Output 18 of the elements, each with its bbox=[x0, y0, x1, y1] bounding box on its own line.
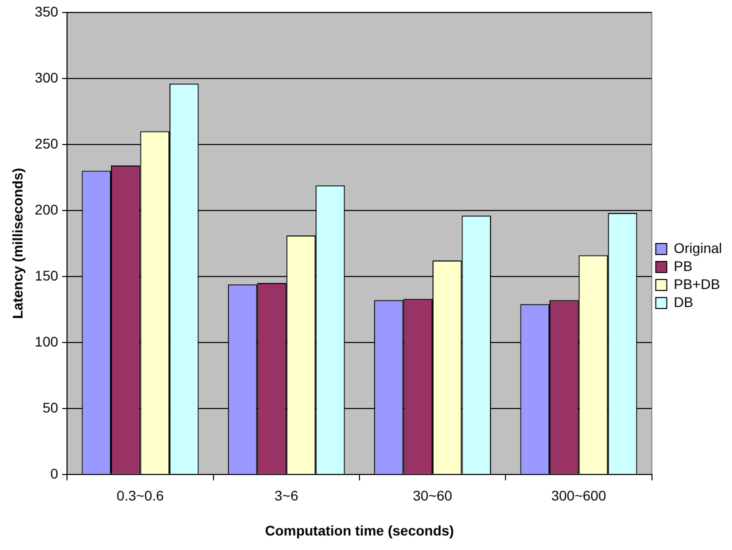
y-tick-label: 250 bbox=[34, 135, 58, 152]
y-tick-label: 300 bbox=[34, 69, 58, 86]
legend-label: PB bbox=[674, 258, 692, 274]
x-tick-label: 30~60 bbox=[412, 488, 452, 504]
legend-label: Original bbox=[674, 240, 722, 256]
x-axis-title: Computation time (seconds) bbox=[264, 522, 454, 538]
x-tick-label: 300~600 bbox=[551, 488, 606, 504]
y-tick-label: 100 bbox=[34, 333, 58, 350]
y-tick-label: 50 bbox=[42, 399, 58, 416]
legend-label: PB+DB bbox=[674, 276, 720, 292]
legend-label: DB bbox=[674, 294, 694, 310]
y-axis-title: Latency (milliseconds) bbox=[9, 168, 26, 319]
y-tick-label: 150 bbox=[34, 267, 58, 284]
x-tick-label: 3~6 bbox=[274, 488, 298, 504]
y-tick-label: 0 bbox=[50, 465, 58, 482]
y-tick-label: 350 bbox=[34, 3, 58, 20]
y-tick-label: 200 bbox=[34, 201, 58, 218]
x-tick-label: 0.3~0.6 bbox=[116, 488, 164, 504]
